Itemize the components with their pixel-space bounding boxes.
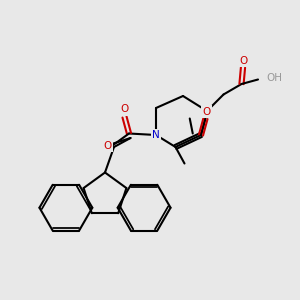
Text: OH: OH <box>266 73 282 83</box>
Text: O: O <box>103 141 111 151</box>
Text: O: O <box>202 107 210 117</box>
Text: N: N <box>203 106 211 116</box>
Text: N: N <box>152 130 160 140</box>
Text: O: O <box>239 56 247 66</box>
Text: O: O <box>120 104 129 115</box>
